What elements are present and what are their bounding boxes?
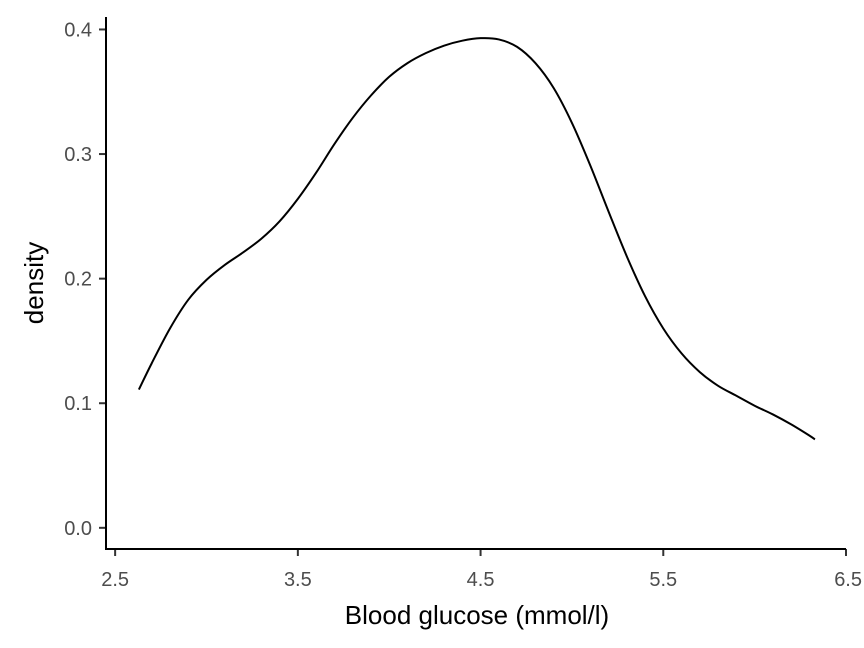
y-tick-label: 0.0 bbox=[64, 518, 92, 540]
x-tick-label: 4.5 bbox=[467, 569, 495, 591]
x-tick-label: 6.5 bbox=[834, 569, 862, 591]
y-tick-label: 0.3 bbox=[64, 144, 92, 166]
y-axis-title: density bbox=[19, 242, 49, 324]
y-tick-label: 0.1 bbox=[64, 393, 92, 415]
x-axis-ticks: 2.5 3.5 4.5 5.5 6.5 bbox=[101, 549, 862, 591]
y-tick-label: 0.4 bbox=[64, 19, 92, 41]
x-tick-label: 3.5 bbox=[284, 569, 312, 591]
x-tick-label: 5.5 bbox=[649, 569, 677, 591]
plot-area bbox=[137, 37, 816, 441]
density-line bbox=[137, 37, 816, 441]
x-axis-title: Blood glucose (mmol/l) bbox=[345, 600, 609, 630]
x-tick-label: 2.5 bbox=[101, 569, 129, 591]
y-tick-label: 0.2 bbox=[64, 269, 92, 291]
y-axis-ticks: 0.0 0.1 0.2 0.3 0.4 bbox=[64, 19, 106, 540]
